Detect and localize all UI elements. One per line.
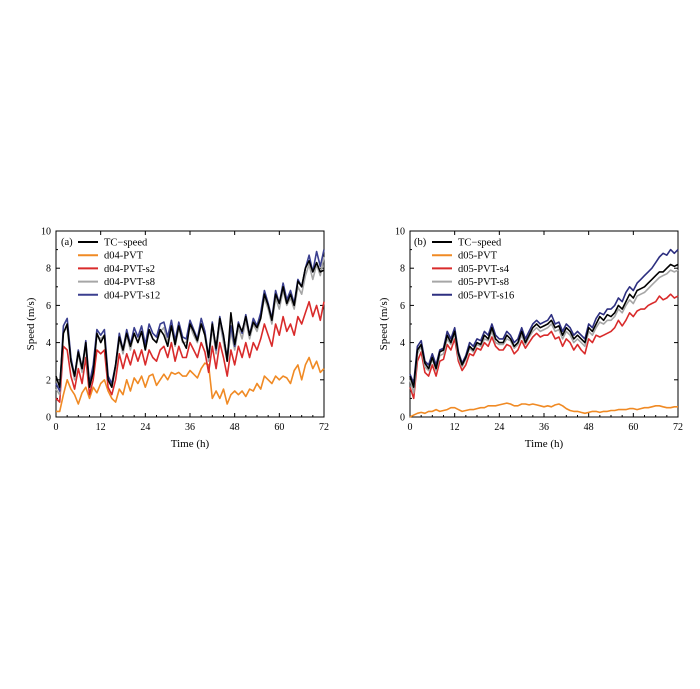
x-tick-label: 48 — [584, 422, 594, 433]
y-tick-label: 8 — [46, 264, 51, 275]
legend-entry: d04-PVT-s8 — [104, 277, 155, 288]
x-tick-label: 0 — [408, 422, 413, 433]
x-tick-label: 24 — [140, 422, 150, 433]
y-tick-label: 4 — [400, 338, 405, 349]
x-axis-title: Time (h) — [525, 438, 564, 450]
x-tick-label: 60 — [274, 422, 284, 433]
x-tick-label: 0 — [54, 422, 59, 433]
legend-entry: d05-PVT-s16 — [458, 290, 514, 301]
series-line-0 — [55, 259, 325, 389]
series-lines — [55, 249, 325, 413]
x-tick-label: 12 — [450, 422, 460, 433]
legend-entry: d04-PVT-s12 — [104, 290, 160, 301]
y-tick-label: 6 — [400, 301, 405, 312]
series-line-4 — [409, 248, 679, 385]
x-tick-label: 72 — [319, 422, 329, 433]
legend-entry: TC−speed — [104, 238, 148, 249]
x-tick-label: 48 — [230, 422, 240, 433]
series-line-2 — [409, 293, 679, 400]
legend-entry: d05-PVT — [458, 251, 498, 262]
x-tick-label: 36 — [185, 422, 195, 433]
y-tick-label: 6 — [46, 301, 51, 312]
legend-entry: TC−speed — [458, 238, 502, 249]
series-line-1 — [56, 356, 325, 413]
y-tick-label: 8 — [400, 264, 405, 275]
legend-entry: d05-PVT-s8 — [458, 277, 509, 288]
legend-entry: d04-PVT — [104, 251, 144, 262]
plot-frame — [409, 230, 679, 418]
x-tick-label: 12 — [96, 422, 106, 433]
y-axis-title: Speed (m/s) — [378, 297, 390, 350]
panel-label: (a) — [61, 237, 73, 248]
y-tick-label: 2 — [46, 375, 51, 386]
series-line-3 — [409, 269, 679, 394]
y-tick-label: 0 — [46, 413, 51, 424]
panel-label: (b) — [414, 237, 427, 248]
series-line-2 — [55, 300, 325, 403]
x-tick-label: 24 — [494, 422, 504, 433]
x-tick-label: 72 — [673, 422, 683, 433]
legend: TC−speed d05-PVT d05-PVT-s4 d05-PVT-s8 d05-P… — [432, 238, 514, 301]
x-axis-title: Time (h) — [171, 438, 210, 450]
y-tick-label: 10 — [395, 227, 405, 238]
y-tick-label: 2 — [400, 375, 405, 386]
y-axis-title: Speed (m/s) — [25, 297, 37, 350]
series-lines — [409, 248, 679, 418]
x-tick-label: 60 — [628, 422, 638, 433]
legend-entry: d05-PVT-s4 — [458, 264, 510, 275]
y-tick-label: 4 — [46, 338, 51, 349]
y-tick-label: 10 — [41, 227, 51, 238]
y-tick-label: 0 — [400, 413, 405, 424]
legend: TC−speed d04-PVT d04-PVT-s2 d04-PVT-s8 d04-P… — [78, 238, 160, 301]
series-line-1 — [409, 402, 678, 418]
series-line-0 — [409, 263, 679, 389]
x-tick-label: 36 — [539, 422, 549, 433]
legend-entry: d04-PVT-s2 — [104, 264, 155, 275]
